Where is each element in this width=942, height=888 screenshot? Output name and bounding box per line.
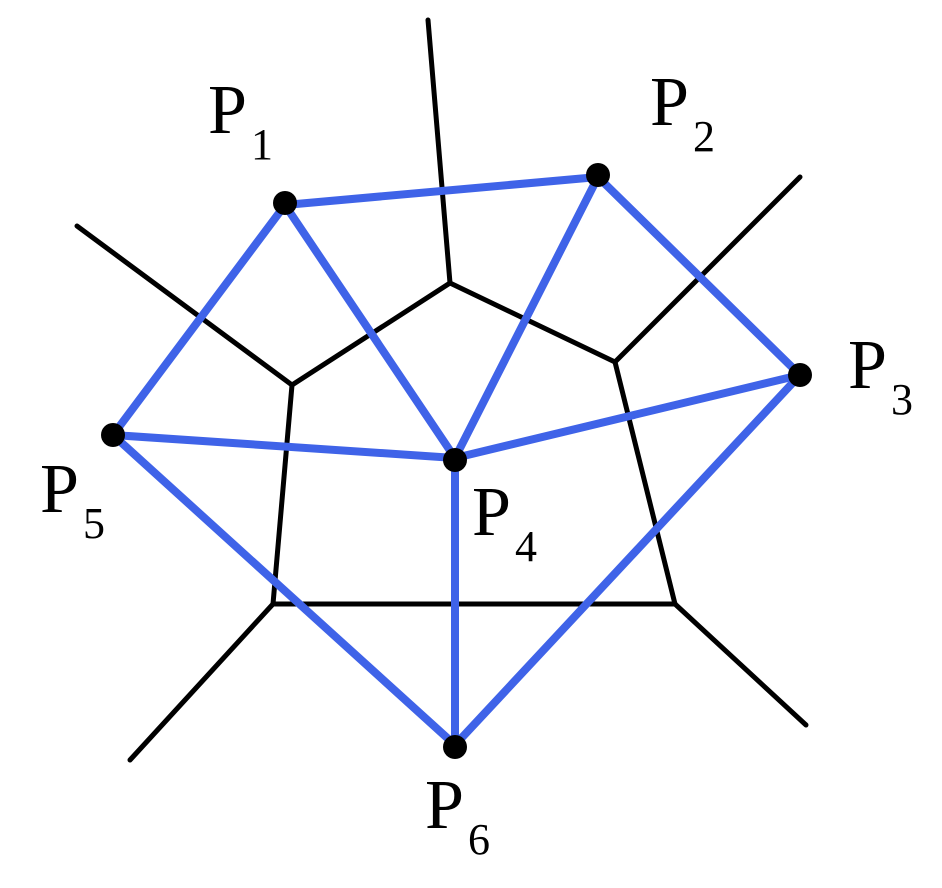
point-p3 xyxy=(788,363,812,387)
point-labels: P1 P2 P3 P4 P5 P6 xyxy=(40,64,913,864)
voronoi-edge xyxy=(672,601,809,728)
voronoi-edge xyxy=(447,280,618,365)
voronoi-edge xyxy=(74,223,295,388)
label-p6: P6 xyxy=(425,767,490,864)
delaunay-edge xyxy=(109,431,459,462)
label-p3: P3 xyxy=(848,327,913,424)
voronoi-edge xyxy=(612,174,803,365)
delaunay-edge xyxy=(281,173,602,209)
label-p4: P4 xyxy=(472,474,537,571)
delaunay-edge xyxy=(451,371,804,462)
point-p1 xyxy=(273,191,297,215)
site-points xyxy=(101,163,812,759)
voronoi-edge xyxy=(270,382,295,607)
delaunay-edge xyxy=(594,173,804,379)
voronoi-edge xyxy=(127,601,276,763)
delaunay-edge xyxy=(109,431,459,749)
label-p5: P5 xyxy=(40,451,105,548)
delaunay-edge xyxy=(451,173,602,462)
delaunay-edge xyxy=(281,201,459,462)
point-p4 xyxy=(443,448,467,472)
voronoi-edge xyxy=(612,359,678,607)
point-p2 xyxy=(586,163,610,187)
voronoi-edges xyxy=(74,17,809,763)
label-p2: P2 xyxy=(650,64,715,161)
delaunay-edge xyxy=(109,201,289,439)
point-p5 xyxy=(101,423,125,447)
delaunay-edges xyxy=(109,173,804,749)
voronoi-edge xyxy=(425,17,453,286)
delaunay-edge xyxy=(451,371,804,749)
point-p6 xyxy=(443,735,467,759)
label-p1: P1 xyxy=(208,72,273,169)
